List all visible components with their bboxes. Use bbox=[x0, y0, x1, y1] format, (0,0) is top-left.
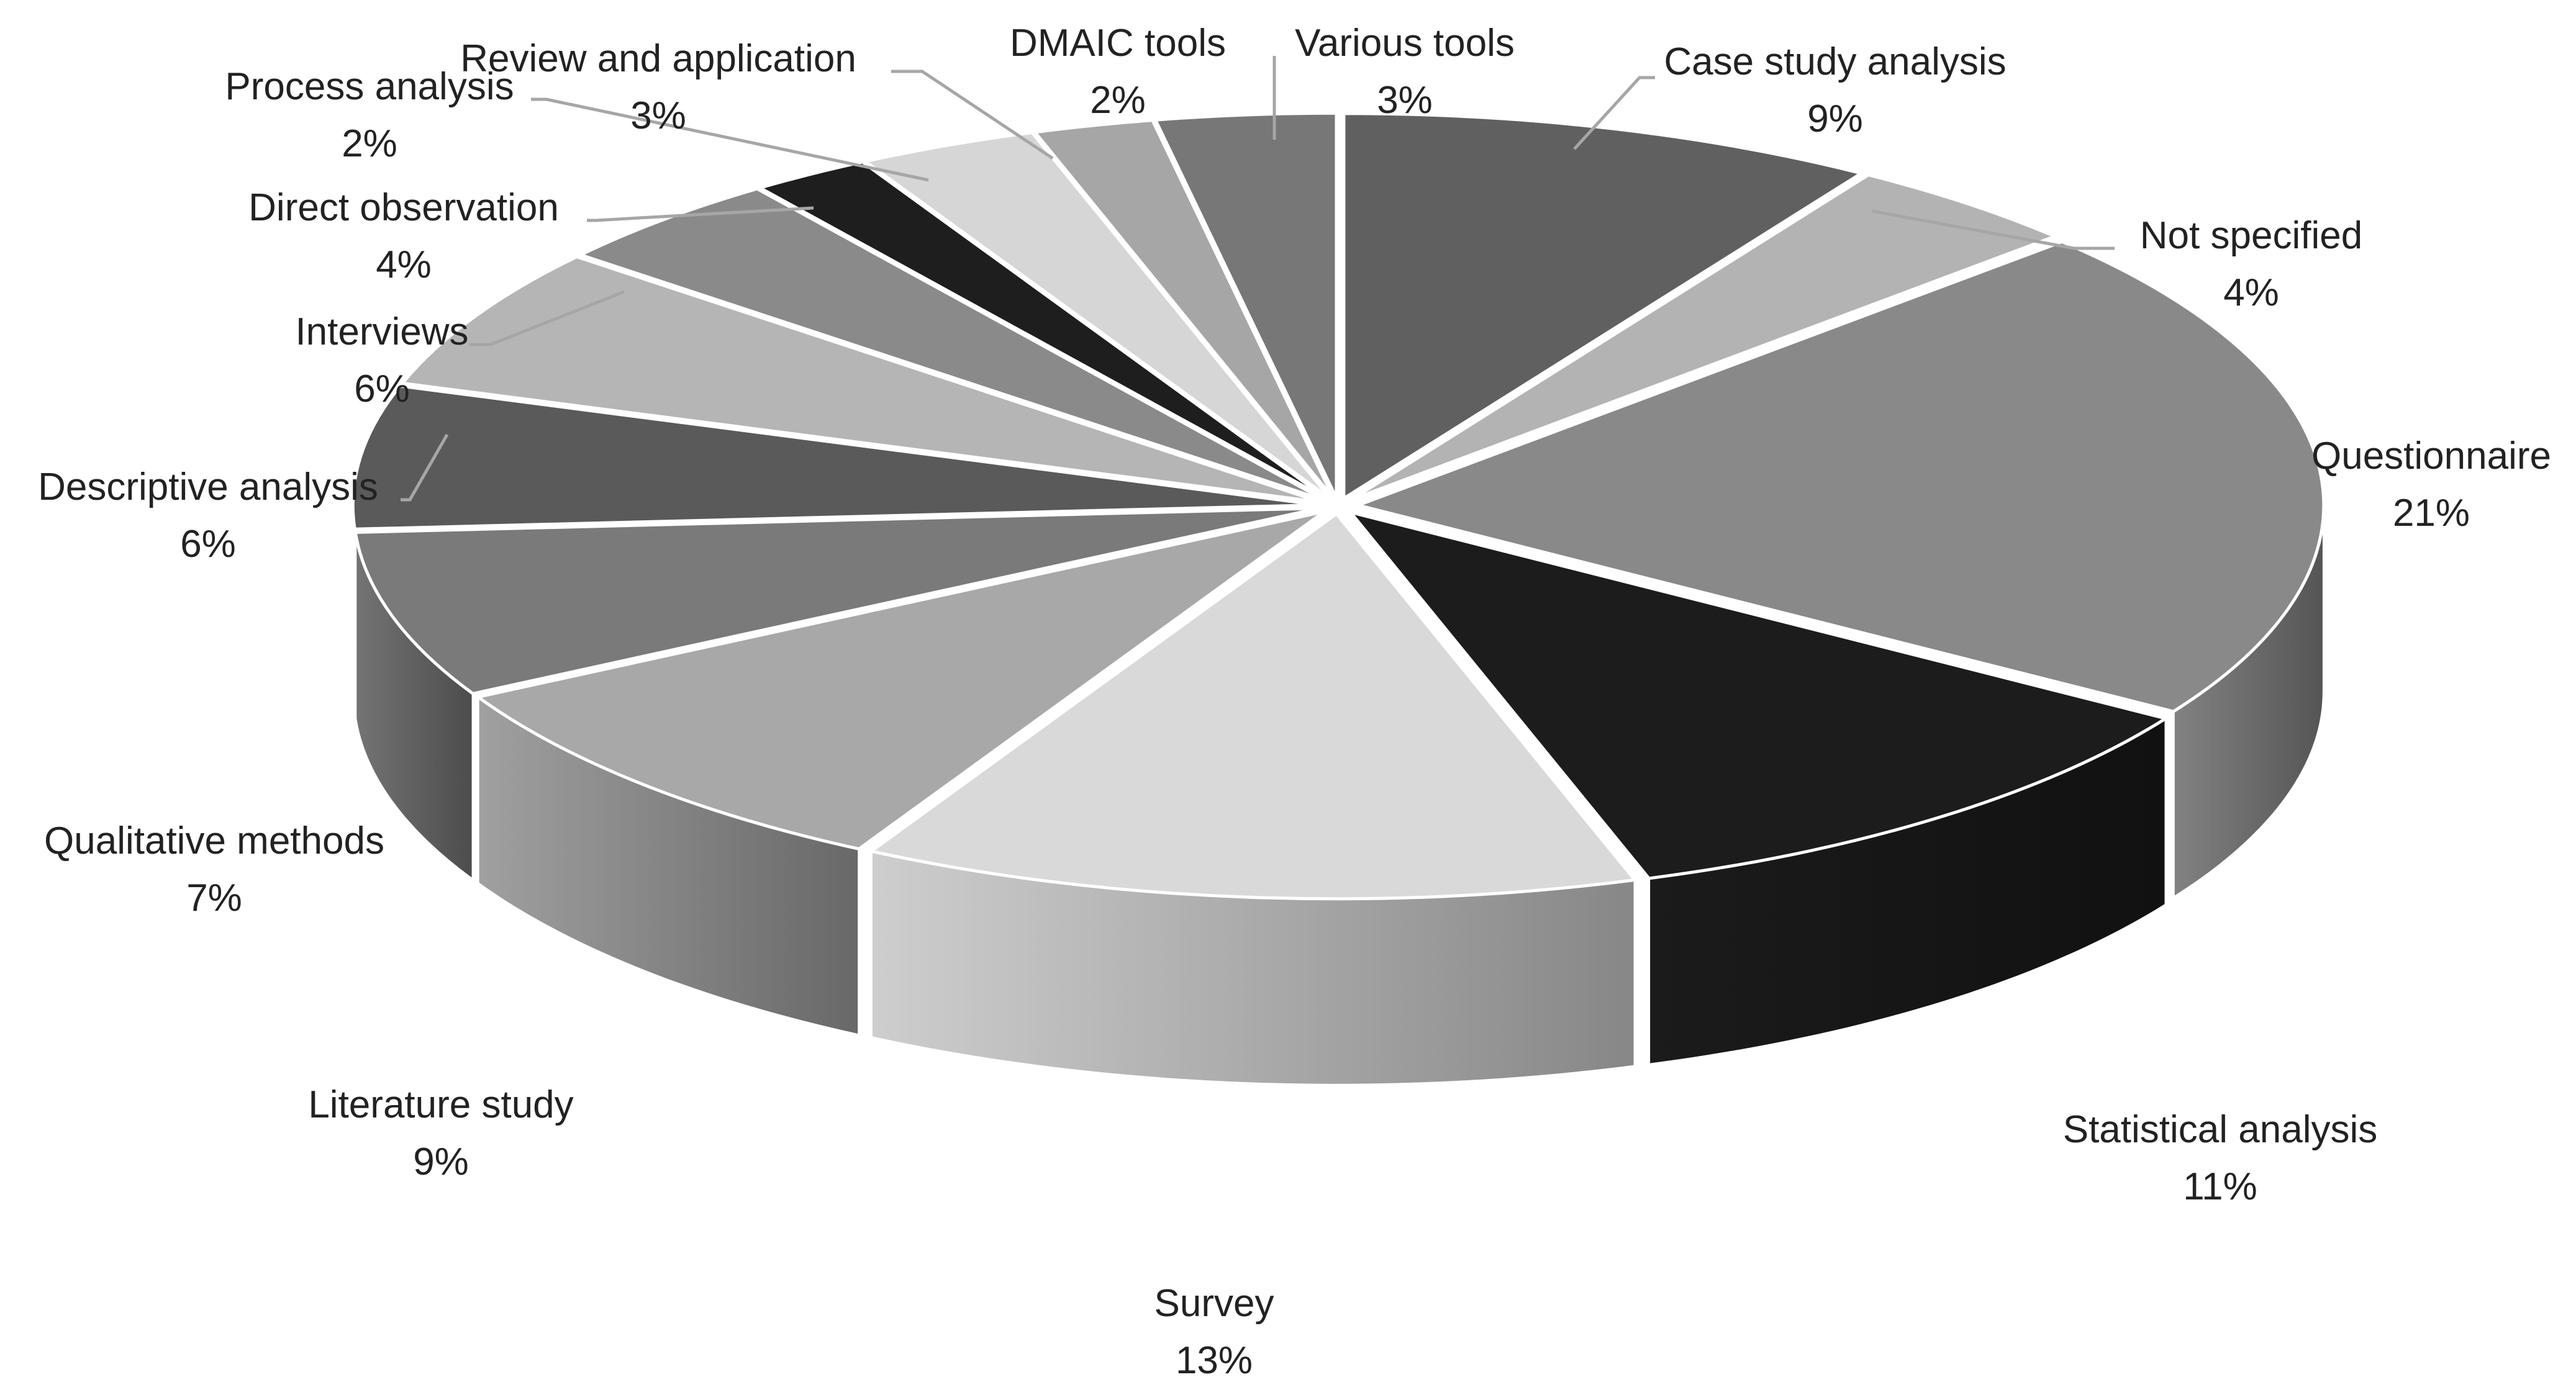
percent-label: 11% bbox=[2183, 1165, 2257, 1208]
category-label: Process analysis bbox=[225, 65, 514, 108]
leader-line-not-specified bbox=[1872, 209, 2115, 250]
category-label: Questionnaire bbox=[2311, 435, 2551, 477]
category-label: Case study analysis bbox=[1664, 40, 2006, 83]
percent-label: 4% bbox=[2223, 271, 2279, 314]
category-label: Not specified bbox=[2140, 214, 2362, 257]
data-label-qualitative-methods: Qualitative methods 7% bbox=[44, 819, 384, 919]
slice-not-specified bbox=[1349, 173, 2057, 502]
data-label-case-study-analysis: Case study analysis 9% bbox=[1664, 40, 2006, 140]
percent-label: 3% bbox=[630, 94, 686, 137]
data-label-not-specified: Not specified 4% bbox=[2140, 214, 2362, 314]
category-label: DMAIC tools bbox=[1010, 22, 1226, 65]
category-label: Direct observation bbox=[248, 186, 559, 229]
percent-label: 4% bbox=[376, 243, 432, 286]
percent-label: 9% bbox=[1807, 97, 1863, 140]
data-label-descriptive-analysis: Descriptive analysis 6% bbox=[38, 466, 378, 566]
data-label-literature-study: Literature study 9% bbox=[308, 1083, 573, 1183]
data-label-dmaic-tools: DMAIC tools 2% bbox=[1010, 22, 1226, 122]
data-label-interviews: Interviews 6% bbox=[295, 310, 468, 410]
data-label-questionnaire: Questionnaire 21% bbox=[2311, 435, 2551, 535]
pie-slices bbox=[351, 111, 2326, 1086]
data-label-various-tools: Various tools 3% bbox=[1295, 22, 1515, 122]
data-labels: Case study analysis 9% Not specified 4% Ques… bbox=[38, 22, 2551, 1382]
leader-line-descriptive-analysis bbox=[401, 433, 449, 502]
percent-label: 3% bbox=[1377, 79, 1433, 122]
category-label: Literature study bbox=[308, 1083, 573, 1126]
percent-label: 2% bbox=[1090, 79, 1146, 122]
slice-direct-observation bbox=[579, 187, 1327, 502]
slice-various-tools bbox=[1154, 111, 1338, 500]
data-label-direct-observation: Direct observation 4% bbox=[248, 186, 559, 286]
slice-review-and-application bbox=[863, 131, 1332, 500]
slice-process-analysis bbox=[758, 160, 1330, 501]
slice-dmaic-tools bbox=[1033, 119, 1335, 500]
category-label: Descriptive analysis bbox=[38, 466, 378, 508]
data-label-review-and-application: Review and application 3% bbox=[460, 37, 856, 137]
category-label: Review and application bbox=[460, 37, 856, 80]
leader-line-case-study-analysis bbox=[1573, 76, 1655, 150]
data-label-survey: Survey 13% bbox=[1154, 1282, 1274, 1382]
data-label-statistical-analysis: Statistical analysis 11% bbox=[2063, 1108, 2378, 1208]
slice-questionnaire bbox=[1356, 240, 2326, 713]
leader-line-direct-observation bbox=[587, 206, 814, 222]
slice-statistical-analysis bbox=[1349, 510, 2167, 880]
category-label: Qualitative methods bbox=[44, 819, 384, 862]
category-label: Various tools bbox=[1295, 22, 1515, 65]
slice-literature-study bbox=[476, 510, 1326, 851]
leader-line-process-analysis bbox=[531, 97, 929, 182]
percent-label: 6% bbox=[180, 523, 236, 566]
slice-qualitative-methods bbox=[353, 507, 1321, 695]
percent-label: 9% bbox=[413, 1140, 469, 1183]
percent-label: 6% bbox=[354, 368, 410, 410]
percent-label: 21% bbox=[2393, 492, 2470, 535]
leader-lines bbox=[401, 56, 2115, 502]
category-label: Statistical analysis bbox=[2063, 1108, 2378, 1151]
category-label: Interviews bbox=[295, 310, 468, 353]
data-label-process-analysis: Process analysis 2% bbox=[225, 65, 514, 165]
slice-case-study-analysis bbox=[1342, 112, 1863, 500]
leader-line-interviews bbox=[469, 290, 625, 346]
slice-survey bbox=[869, 512, 1636, 901]
percent-label: 7% bbox=[186, 877, 242, 919]
leader-line-review-and-application bbox=[891, 70, 1054, 160]
percent-label: 13% bbox=[1176, 1339, 1253, 1382]
percent-label: 2% bbox=[342, 122, 397, 165]
slice-descriptive-analysis bbox=[351, 384, 1320, 531]
category-label: Survey bbox=[1154, 1282, 1274, 1325]
slice-interviews bbox=[401, 255, 1323, 504]
